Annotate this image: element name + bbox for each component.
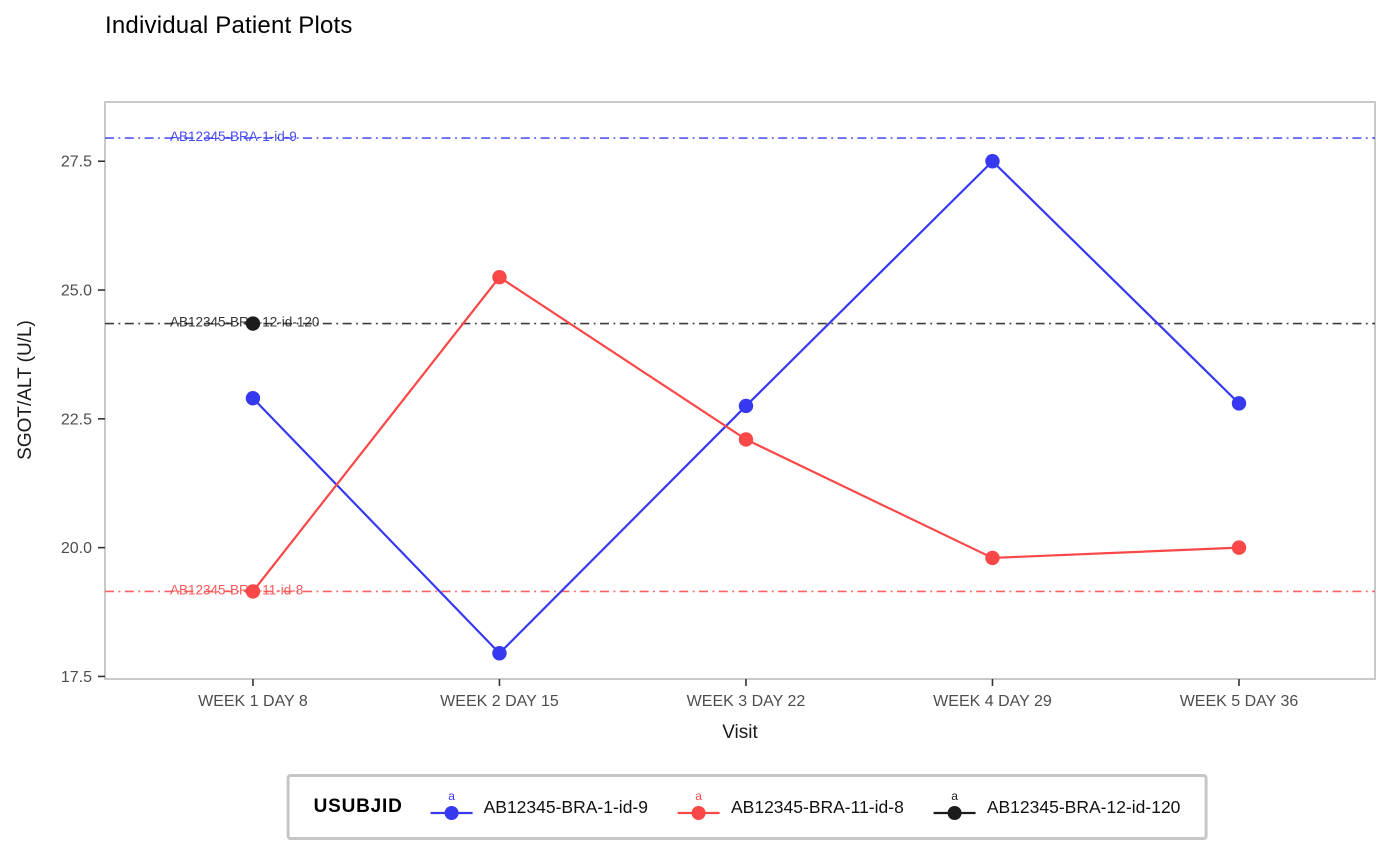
legend-box: USUBJID a AB12345-BRA-1-id-9 a AB12345-BRA-…: [286, 774, 1208, 840]
data-point[interactable]: [1231, 540, 1247, 555]
legend-item-AB12345-BRA-1-id-9[interactable]: a AB12345-BRA-1-id-9: [429, 789, 648, 825]
y-tick-label: 22.5: [61, 411, 92, 428]
x-tick-label: WEEK 1 DAY 8: [198, 693, 308, 710]
legend-marker-point: [691, 806, 706, 820]
data-point[interactable]: [492, 646, 507, 661]
reference-line-label: AB12345-BRA-12-id-120: [170, 315, 319, 330]
legend-item-label: AB12345-BRA-11-id-8: [730, 796, 904, 817]
legend-item-AB12345-BRA-12-id-120[interactable]: a AB12345-BRA-12-id-120: [932, 789, 1181, 825]
y-axis-title: SGOT/ALT (U/L): [15, 320, 36, 460]
y-tick-label: 17.5: [61, 669, 92, 686]
data-point[interactable]: [492, 269, 507, 285]
data-point[interactable]: [985, 154, 1000, 169]
x-tick-label: WEEK 5 DAY 36: [1180, 693, 1299, 710]
x-tick-label: WEEK 4 DAY 29: [933, 693, 1052, 710]
legend-marker-icon: a: [430, 789, 473, 820]
y-tick-label: 25.0: [61, 283, 92, 300]
data-point[interactable]: [245, 584, 261, 599]
reference-line-label: AB12345-BRA-1-id-9: [170, 129, 297, 144]
data-point[interactable]: [738, 432, 754, 447]
data-point[interactable]: [738, 398, 754, 414]
legend-item-label: AB12345-BRA-12-id-120: [986, 796, 1181, 817]
legend-marker-letter: a: [448, 789, 455, 803]
data-point[interactable]: [1231, 396, 1247, 411]
x-tick-label: WEEK 2 DAY 15: [440, 693, 559, 710]
data-point[interactable]: [245, 391, 261, 406]
data-point[interactable]: [985, 550, 1000, 566]
chart-title: Individual Patient Plots: [105, 12, 353, 39]
x-axis-title: Visit: [722, 722, 758, 743]
legend-items: a AB12345-BRA-1-id-9 a AB12345-BRA-11-id-8 a…: [429, 789, 1181, 825]
legend-marker-icon: a: [677, 789, 720, 820]
data-point[interactable]: [245, 316, 261, 331]
legend-marker-point: [947, 806, 962, 820]
x-tick-label: WEEK 3 DAY 22: [687, 693, 806, 710]
reference-line-label: AB12345-BRA-11-id-8: [170, 582, 303, 597]
plot-area: 17.5 20.0 22.5 25.0 27.5 WEEK 1 DAY 8 WEEK 2 D…: [61, 101, 1376, 710]
y-tick-label: 20.0: [61, 540, 92, 557]
legend-marker-point: [444, 806, 459, 820]
legend-marker-icon: a: [933, 789, 976, 820]
legend-marker-letter: a: [951, 789, 958, 803]
panel-border: [104, 101, 1376, 680]
legend-title: USUBJID: [313, 796, 403, 817]
legend-item-label: AB12345-BRA-1-id-9: [483, 796, 648, 817]
legend-item-AB12345-BRA-11-id-8[interactable]: a AB12345-BRA-11-id-8: [676, 789, 904, 825]
y-tick-label: 27.5: [61, 154, 92, 171]
legend-marker-letter: a: [696, 789, 703, 803]
